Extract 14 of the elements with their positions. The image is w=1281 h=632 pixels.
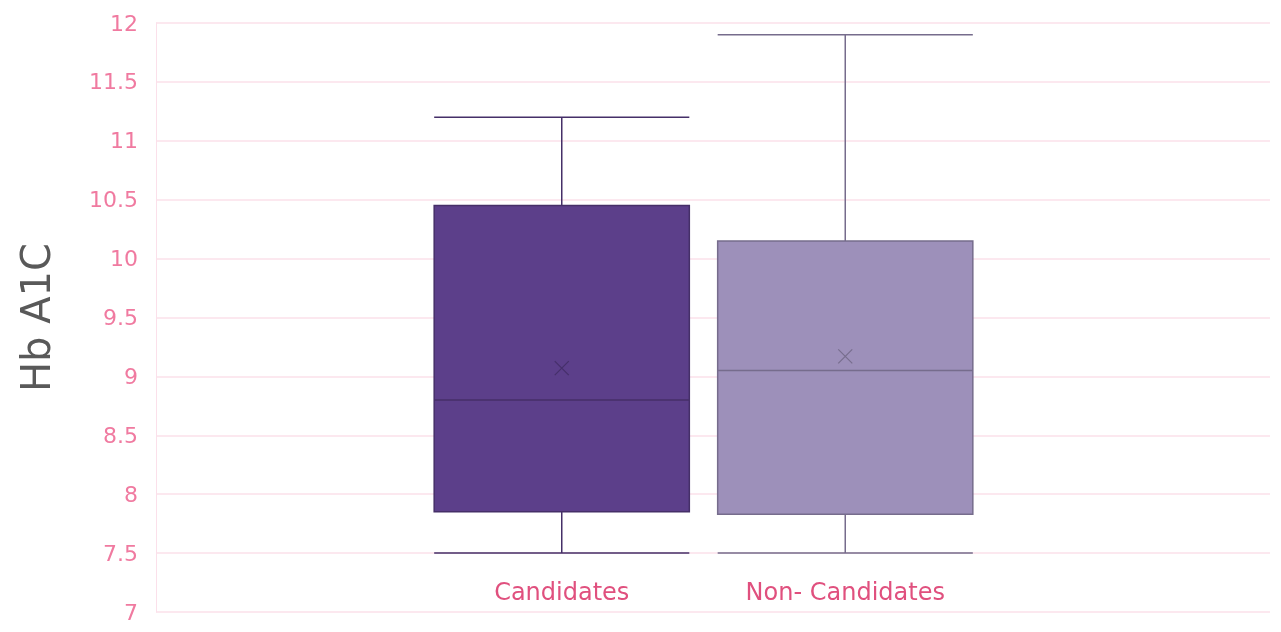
y-tick-label: 9.5: [103, 305, 138, 330]
y-tick-label: 7.5: [103, 540, 138, 566]
y-tick-label: 10.5: [89, 187, 138, 213]
x-tick-label: Non- Candidates: [745, 578, 945, 606]
y-tick-label: 12: [110, 10, 138, 36]
y-tick-label: 8.5: [103, 422, 138, 448]
y-tick-label: 10: [110, 246, 138, 272]
y-axis-title: Hb A1C: [13, 243, 59, 392]
y-tick-label: 7: [124, 599, 138, 625]
y-tick-label: 8: [124, 481, 138, 507]
x-tick-label: Candidates: [494, 578, 630, 606]
y-tick-label: 9: [124, 363, 138, 389]
y-tick-label: 11: [110, 128, 138, 154]
y-tick-label: 11.5: [89, 69, 138, 95]
